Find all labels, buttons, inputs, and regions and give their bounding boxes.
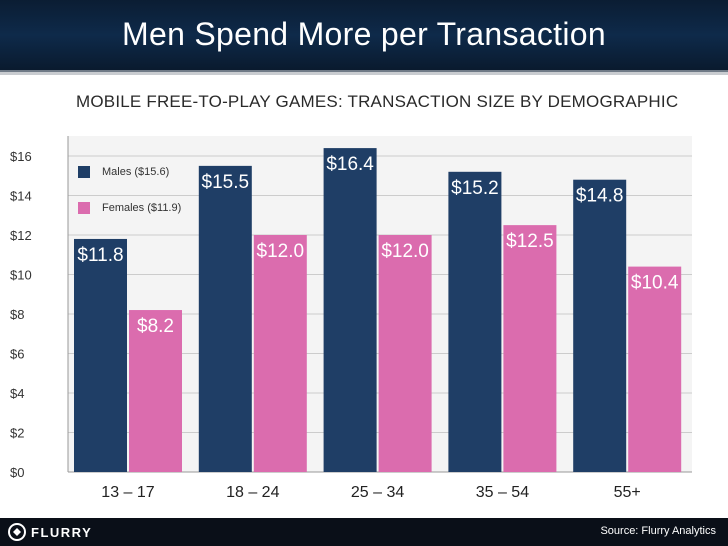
bar-males [74,238,127,472]
y-tick-label: $0 [10,465,24,480]
bar-females [503,225,557,472]
logo-text: FLURRY [31,524,93,540]
legend-item-males: Males ($15.6) [78,166,169,178]
x-tick-label: 35 – 54 [476,484,529,501]
bar-females [628,266,682,472]
legend-swatch-males [78,166,90,178]
flurry-logo: FLURRY [8,523,92,541]
bar-males [573,179,627,472]
legend-label-females: Females ($11.9) [102,202,182,214]
footer: FLURRY Source: Flurry Analytics [0,518,728,546]
x-tick-label: 13 – 17 [101,484,154,501]
data-label-males: $15.5 [202,172,250,193]
title-bar: Men Spend More per Transaction [0,0,728,75]
y-tick-label: $10 [10,268,32,283]
y-tick-label: $4 [10,386,24,401]
y-tick-label: $8 [10,307,24,322]
bar-males [323,148,377,472]
bar-chart: $0 $2 $4 $6 $8 $10 $12 $14 $16 $11.8 $8.2 13 – 17 $1… [10,136,692,501]
legend: Males ($15.6) Females ($11.9) [68,156,188,226]
data-label-females: $12.0 [257,241,305,262]
data-label-males: $11.8 [77,245,123,266]
y-tick-label: $14 [10,189,32,204]
bar-males [198,165,252,472]
legend-item-females: Females ($11.9) [78,202,181,214]
bar-females [378,235,432,472]
bar-males [448,171,502,473]
bar-females [129,310,182,472]
data-label-males: $15.2 [451,178,499,199]
y-tick-label: $2 [10,426,24,441]
x-tick-label: 25 – 34 [351,484,404,501]
data-label-females: $10.4 [631,273,679,294]
bar-females [253,235,307,472]
y-tick-label: $12 [10,228,32,243]
y-tick-label: $16 [10,149,32,164]
y-tick-label: $6 [10,347,24,362]
data-label-males: $16.4 [326,154,374,175]
legend-label-males: Males ($15.6) [102,166,170,178]
flurry-logo-icon [8,523,26,541]
chart-title: MOBILE FREE-TO-PLAY GAMES: TRANSACTION S… [76,92,679,111]
data-label-females: $12.5 [506,231,554,252]
data-label-females: $12.0 [381,241,429,262]
x-tick-label: 18 – 24 [226,484,279,501]
source-note: Source: Flurry Analytics [600,525,716,537]
slide-title: Men Spend More per Transaction [122,16,606,52]
data-label-males: $14.8 [576,186,624,207]
x-tick-label: 55+ [614,484,641,501]
legend-swatch-females [78,202,90,214]
data-label-females: $8.2 [137,316,174,337]
